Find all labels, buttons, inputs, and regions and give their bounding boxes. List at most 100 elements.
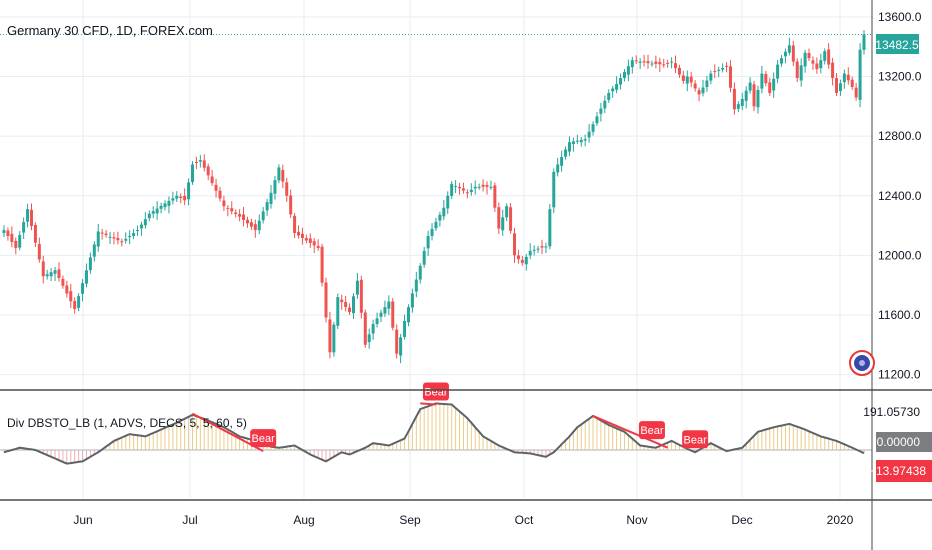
candle-body bbox=[693, 83, 697, 89]
candle-body bbox=[783, 51, 787, 57]
candle-body bbox=[340, 299, 344, 303]
candle-body bbox=[465, 192, 469, 194]
candle-body bbox=[29, 209, 33, 226]
candle-body bbox=[516, 255, 520, 260]
candle-body bbox=[756, 89, 760, 108]
candle-body bbox=[532, 249, 536, 251]
x-tick-label: Jul bbox=[182, 513, 197, 527]
candle-body bbox=[414, 279, 418, 292]
candle-body bbox=[88, 257, 92, 271]
bear-divergence-line bbox=[592, 414, 669, 449]
candle-body bbox=[132, 233, 136, 237]
candle-body bbox=[768, 82, 772, 93]
candle-body bbox=[481, 184, 485, 187]
indicator-negative-tag bbox=[876, 460, 932, 482]
candle-body bbox=[862, 34, 866, 50]
candle-body bbox=[300, 233, 304, 238]
candle-body bbox=[81, 283, 85, 294]
candle-body bbox=[281, 170, 285, 182]
candle-body bbox=[827, 49, 831, 65]
candle-body bbox=[383, 307, 387, 314]
candle-body bbox=[709, 73, 713, 81]
candle-body bbox=[670, 61, 674, 63]
candle-body bbox=[501, 217, 505, 231]
candle-body bbox=[320, 246, 324, 283]
y-tick-label: 12800.0 bbox=[878, 129, 922, 143]
candle-body bbox=[591, 124, 595, 132]
candle-body bbox=[791, 45, 795, 62]
candle-body bbox=[815, 63, 819, 70]
candle-body bbox=[426, 236, 430, 249]
candle-body bbox=[615, 84, 619, 90]
candle-body bbox=[359, 279, 363, 313]
candle-body bbox=[289, 195, 293, 215]
logo-icon[interactable] bbox=[849, 350, 875, 376]
candle-body bbox=[242, 214, 246, 220]
candle-body bbox=[351, 296, 355, 314]
candle-body bbox=[685, 76, 689, 84]
candle-body bbox=[736, 104, 740, 109]
candle-body bbox=[238, 214, 242, 217]
candle-body bbox=[418, 265, 422, 280]
candle-body bbox=[634, 60, 638, 62]
candle-body bbox=[37, 244, 41, 260]
candle-body bbox=[194, 161, 198, 163]
y-tick-label: 11600.0 bbox=[878, 308, 921, 322]
bear-label-text: Bear bbox=[252, 433, 276, 445]
candle-body bbox=[583, 139, 587, 141]
candle-body bbox=[391, 301, 395, 328]
candle-body bbox=[654, 61, 658, 64]
candle-body bbox=[725, 65, 729, 67]
indicator-label: Div DBSTO_LB (1, ADVS, DECS, 5, 5, 60, 5… bbox=[7, 416, 247, 430]
last-price-label: 13482.5 bbox=[875, 38, 919, 52]
candle-body bbox=[658, 61, 662, 65]
candle-body bbox=[744, 90, 748, 101]
candle-body bbox=[587, 131, 591, 138]
candle-body bbox=[505, 206, 509, 218]
candle-body bbox=[187, 182, 191, 200]
candle-body bbox=[316, 245, 320, 248]
candle-body bbox=[442, 207, 446, 217]
candle-body bbox=[234, 212, 238, 215]
candle-body bbox=[120, 241, 124, 243]
candle-body bbox=[6, 230, 10, 236]
candle-body bbox=[681, 75, 685, 82]
candle-body bbox=[336, 297, 340, 326]
candle-body bbox=[65, 285, 69, 294]
candle-body bbox=[61, 278, 65, 286]
candle-body bbox=[167, 200, 171, 206]
candle-body bbox=[677, 67, 681, 75]
candle-body bbox=[332, 324, 336, 353]
candle-body bbox=[787, 45, 791, 53]
candle-body bbox=[438, 214, 442, 221]
candle-body bbox=[642, 61, 646, 63]
candle-body bbox=[53, 270, 57, 274]
candle-body bbox=[697, 90, 701, 95]
candle-body bbox=[395, 329, 399, 354]
candle-body bbox=[249, 222, 253, 227]
candle-body bbox=[363, 312, 367, 345]
candle-body bbox=[721, 67, 725, 70]
candle-body bbox=[355, 280, 359, 295]
candle-body bbox=[183, 195, 187, 201]
indicator-zero-value: 0.00000 bbox=[877, 435, 921, 449]
candle-body bbox=[33, 224, 37, 243]
candle-body bbox=[171, 198, 175, 201]
candle-body bbox=[14, 240, 18, 248]
candle-body bbox=[190, 164, 194, 183]
bear-label: Bear bbox=[422, 382, 449, 401]
candle-body bbox=[858, 49, 862, 100]
bear-label-text: Bear bbox=[684, 434, 708, 446]
candle-body bbox=[454, 186, 458, 188]
candle-body bbox=[674, 63, 678, 69]
candle-body bbox=[2, 230, 6, 234]
candle-body bbox=[544, 246, 548, 248]
bear-label: Bear bbox=[638, 421, 665, 440]
candle-body bbox=[842, 73, 846, 83]
candle-body bbox=[77, 296, 81, 308]
candle-body bbox=[202, 160, 206, 168]
candle-body bbox=[595, 116, 599, 124]
candle-body bbox=[509, 207, 513, 231]
